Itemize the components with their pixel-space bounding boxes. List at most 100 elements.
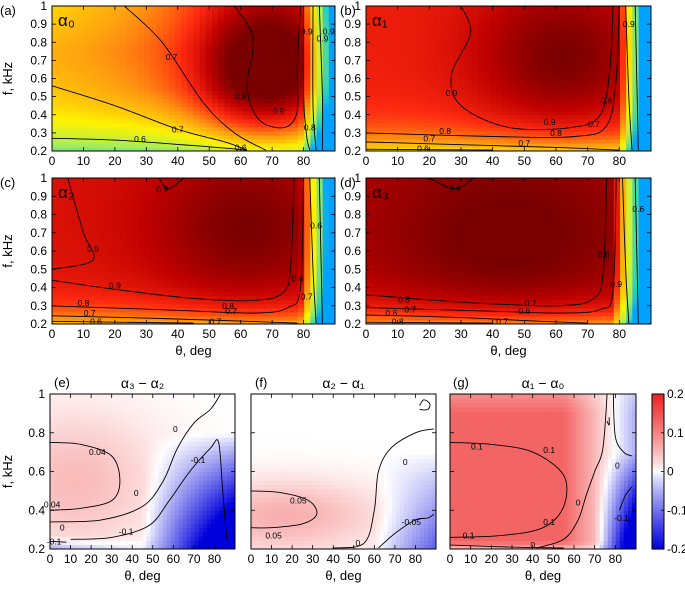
heatmap-cell <box>508 146 516 151</box>
heatmap-cell <box>465 110 472 116</box>
heatmap-cell <box>193 50 201 55</box>
heatmap-cell <box>465 54 472 59</box>
heatmap-cell <box>125 315 133 321</box>
heatmap-cell <box>267 58 275 63</box>
heatmap-cell <box>150 226 158 232</box>
heatmap-cell <box>218 14 225 19</box>
heatmap-cell <box>58 238 65 244</box>
heatmap-cell <box>248 46 256 51</box>
heatmap-cell <box>242 295 250 301</box>
heatmap-cell <box>76 291 84 297</box>
heatmap-cell <box>458 42 466 47</box>
heatmap-cell <box>119 114 127 120</box>
heatmap-cell <box>205 271 213 276</box>
heatmap-cell <box>582 50 590 55</box>
heatmap-cell <box>595 38 603 43</box>
heatmap-cell <box>576 10 584 15</box>
heatmap-cell <box>156 134 164 140</box>
heatmap-cell <box>440 102 448 108</box>
heatmap-cell <box>76 70 84 76</box>
heatmap-cell <box>508 70 516 76</box>
heatmap-cell <box>125 238 133 244</box>
heatmap-cell <box>273 186 281 191</box>
heatmap-cell <box>403 30 410 35</box>
heatmap-cell <box>131 279 139 285</box>
heatmap-cell <box>95 202 102 207</box>
heatmap-cell <box>64 295 72 301</box>
heatmap-cell <box>421 102 429 108</box>
heatmap-cell <box>156 114 164 120</box>
heatmap-cell <box>322 238 330 244</box>
heatmap-cell <box>458 78 466 84</box>
heatmap-cell <box>310 194 318 199</box>
heatmap-cell <box>218 114 225 120</box>
heatmap-cell <box>52 238 59 244</box>
heatmap-cell <box>211 206 219 212</box>
heatmap-cell <box>52 34 59 39</box>
heatmap-cell <box>545 142 553 148</box>
heatmap-cell <box>205 234 213 240</box>
heatmap-cell <box>471 98 479 104</box>
heatmap-cell <box>162 118 170 124</box>
heatmap-cell <box>502 14 510 19</box>
heatmap-cell <box>119 202 127 207</box>
heatmap-cell <box>551 90 559 96</box>
heatmap-cell <box>316 6 324 11</box>
heatmap-cell <box>390 50 398 55</box>
heatmap-cell <box>322 146 330 151</box>
heatmap-cell <box>595 102 603 108</box>
heatmap-cell <box>119 206 127 212</box>
heatmap-cell <box>248 186 256 191</box>
heatmap-cell <box>156 291 164 297</box>
heatmap-cell <box>304 186 311 191</box>
heatmap-cell <box>187 122 195 128</box>
heatmap-cell <box>76 106 84 112</box>
heatmap-cell <box>626 30 634 35</box>
heatmap-cell <box>471 102 479 108</box>
heatmap-cell <box>279 10 287 15</box>
heatmap-cell <box>539 82 547 88</box>
heatmap-cell <box>316 98 324 104</box>
heatmap-cell <box>279 98 287 104</box>
heatmap-cell <box>520 66 528 72</box>
heatmap-cell <box>632 58 640 63</box>
heatmap-cell <box>162 58 170 63</box>
heatmap-cell <box>156 34 164 39</box>
heatmap-cell <box>95 307 102 313</box>
heatmap-cell <box>205 38 213 43</box>
heatmap-cell <box>328 246 335 252</box>
heatmap-cell <box>322 26 330 31</box>
heatmap-cell <box>620 74 627 80</box>
heatmap-cell <box>477 14 485 19</box>
heatmap-cell <box>52 74 59 80</box>
heatmap-cell <box>613 146 621 151</box>
heatmap-cell <box>131 50 139 55</box>
heatmap-cell <box>162 267 170 272</box>
heatmap-cell <box>156 102 164 108</box>
heatmap-cell <box>162 6 170 11</box>
heatmap-cell <box>168 279 176 285</box>
heatmap-cell <box>224 307 232 313</box>
heatmap-cell <box>576 94 584 100</box>
heatmap-cell <box>236 34 244 39</box>
heatmap-cell <box>101 114 108 120</box>
heatmap-cell <box>582 18 590 23</box>
heatmap-cell <box>384 10 392 15</box>
heatmap-cell <box>162 82 170 88</box>
heatmap-cell <box>193 275 201 280</box>
heatmap-cell <box>471 86 479 92</box>
heatmap-cell <box>291 194 299 199</box>
heatmap-cell <box>95 90 102 96</box>
heatmap-cell <box>465 86 472 92</box>
heatmap-cell <box>638 50 646 55</box>
heatmap-cell <box>366 10 373 15</box>
heatmap-cell <box>607 22 615 27</box>
heatmap-cell <box>564 90 572 96</box>
heatmap-cell <box>638 130 646 136</box>
heatmap-cell <box>310 303 318 309</box>
heatmap-cell <box>409 62 417 68</box>
heatmap-cell <box>101 74 108 80</box>
heatmap-cell <box>366 126 373 132</box>
heatmap-cell <box>113 291 121 297</box>
heatmap-cell <box>95 66 102 72</box>
